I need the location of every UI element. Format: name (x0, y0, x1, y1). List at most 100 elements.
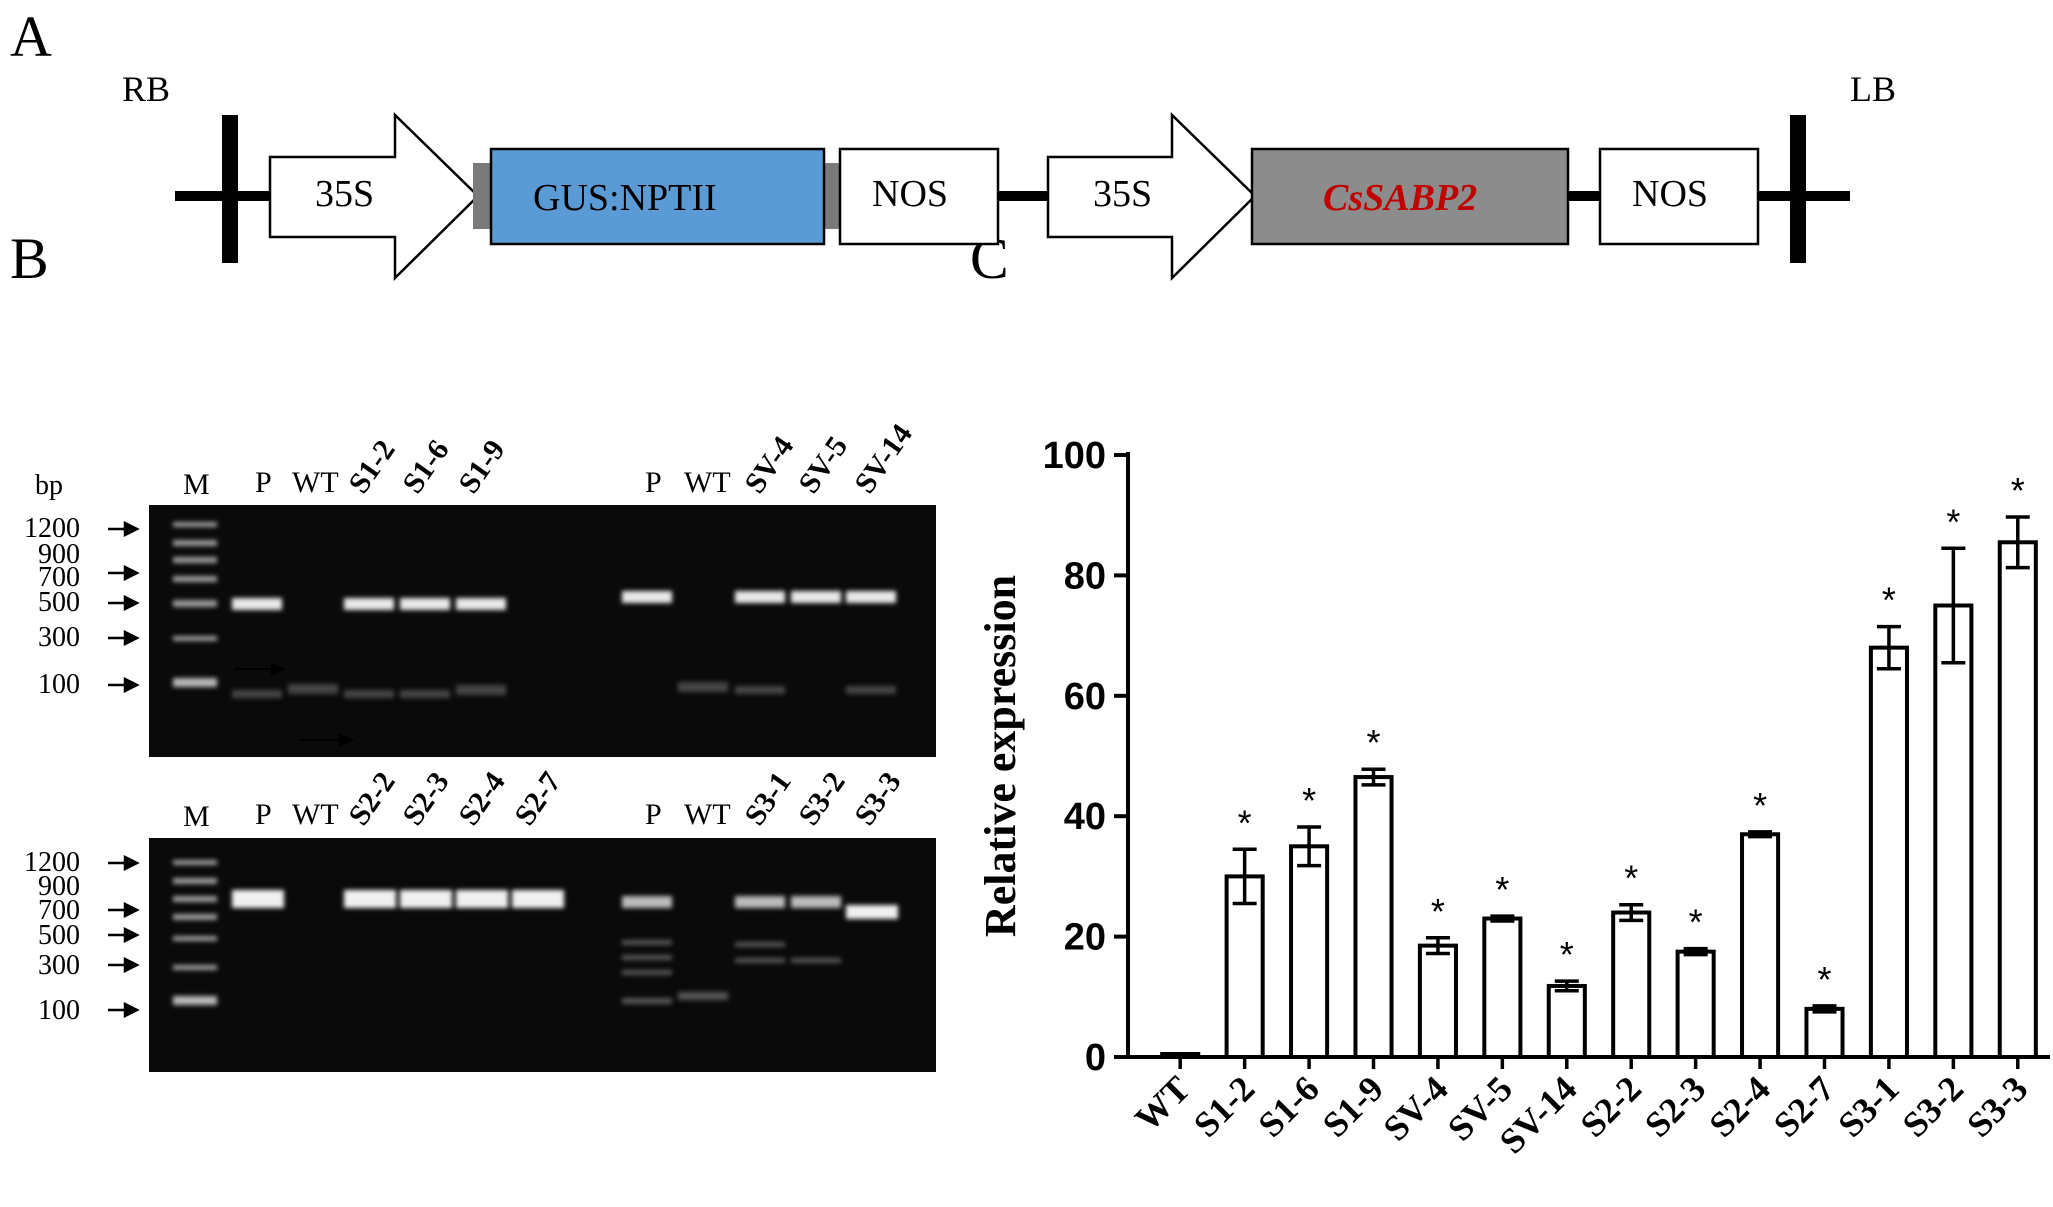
lane-label-bottom-p2: P (645, 798, 662, 831)
lane-label-top-p2: P (645, 466, 662, 499)
size-arrows-bottom (108, 854, 140, 1019)
size-300-bottom: 300 (38, 950, 80, 981)
significance-mark: * (2011, 470, 2025, 511)
gene-box (1250, 147, 1570, 246)
size-700-bottom: 700 (38, 895, 80, 926)
bar (1353, 775, 1394, 1059)
x-tick-label: SV-4 (1375, 1068, 1455, 1148)
y-tick-label: 60 (1064, 676, 1106, 718)
significance-mark: * (1817, 959, 1831, 1000)
size-500-bottom: 500 (38, 920, 80, 951)
significance-mark: * (1882, 580, 1896, 621)
significance-mark: * (1366, 722, 1380, 763)
x-tick-label: S2-3 (1637, 1068, 1713, 1144)
bar (1868, 645, 1909, 1059)
bar (1675, 949, 1716, 1060)
lb-label: LB (1850, 69, 1897, 109)
promoter-label-2: 35S (1093, 173, 1153, 215)
panel-label-b: B (10, 226, 49, 291)
bar (1417, 943, 1458, 1060)
y-tick-label: 100 (1043, 435, 1106, 477)
bar (1160, 1051, 1201, 1059)
lane-label-top-wt: WT (292, 466, 339, 499)
panel-label-a: A (10, 4, 52, 69)
bar (1482, 916, 1523, 1059)
bar (1611, 910, 1652, 1060)
bands-bottom (232, 890, 898, 919)
promoter-label-1: 35S (315, 173, 375, 215)
significance-mark: * (1495, 869, 1509, 910)
nos-box-2 (1598, 147, 1760, 246)
bar (1546, 983, 1587, 1059)
size-1200-bottom: 1200 (24, 847, 80, 878)
size-900-bottom: 900 (38, 871, 80, 902)
x-tick-label: S1-2 (1186, 1068, 1262, 1144)
inner-gel-arrows (234, 662, 355, 747)
gus-label: GUS:NPTII (533, 177, 717, 219)
lane-label-top-p: P (255, 466, 272, 499)
significance-mark: * (1560, 934, 1574, 975)
construct-svg (175, 112, 1850, 281)
significance-mark: * (1302, 780, 1316, 821)
bar (1224, 874, 1265, 1059)
bar (1804, 1006, 1845, 1060)
size-arrows-top (108, 520, 140, 694)
linker-right (822, 163, 844, 229)
bar (1933, 603, 1974, 1059)
x-tick-label: S3-1 (1830, 1068, 1906, 1144)
significance-mark: * (1431, 891, 1445, 932)
x-tick-label: S2-4 (1701, 1068, 1777, 1144)
gene-label: CsSABP2 (1323, 177, 1478, 219)
gel-bands-svg (108, 520, 898, 1019)
linker-left (473, 163, 493, 229)
significance-mark: * (1624, 858, 1638, 899)
size-500-top: 500 (38, 587, 80, 618)
bar (1740, 832, 1781, 1060)
nos-box-1 (838, 147, 1000, 246)
lane-label-bottom-p: P (255, 798, 272, 831)
y-tick-label: 80 (1064, 555, 1106, 597)
nos-label-2: NOS (1632, 173, 1709, 215)
nos-label-1: NOS (872, 173, 949, 215)
significance-mark: * (1689, 902, 1703, 943)
x-tick-label: S2-2 (1572, 1068, 1648, 1144)
size-700-top: 700 (38, 562, 80, 593)
y-tick-label: 20 (1064, 917, 1106, 959)
significance-mark: * (1753, 785, 1767, 826)
bar (1997, 540, 2038, 1060)
significance-mark: * (1238, 802, 1252, 843)
gel-image-bottom (149, 838, 936, 1072)
promoter-arrow-2 (1046, 112, 1257, 281)
x-tick-label: S3-2 (1895, 1068, 1971, 1144)
rb-label: RB (122, 69, 171, 109)
x-tick-label: S2-7 (1766, 1068, 1842, 1144)
bar (1289, 844, 1330, 1059)
lane-label-top-m: M (183, 468, 210, 501)
rb-border (222, 115, 238, 263)
lb-border (1790, 115, 1806, 263)
faint-bands-bottom (622, 940, 841, 1004)
gus-box (489, 147, 826, 246)
y-tick-label: 0 (1085, 1037, 1106, 1079)
marker-ladder-bottom (173, 860, 217, 1005)
marker-ladder-top (173, 522, 217, 687)
bands-top (232, 591, 896, 610)
faint-bands-top (232, 682, 896, 698)
y-tick-label: 40 (1064, 796, 1106, 838)
lane-label-bottom-m: M (183, 800, 210, 833)
x-tick-label: S1-9 (1315, 1068, 1391, 1144)
relative-expression-chart: 0 20 40 60 80 100 Relative expression WT * S1-2 * S… (976, 435, 2050, 1161)
x-tick-label: WT (1127, 1068, 1198, 1139)
y-axis-label: Relative expression (976, 575, 1025, 937)
size-1200-top: 1200 (24, 513, 80, 544)
promoter-arrow-1 (268, 112, 480, 281)
lane-label-bottom-wt2: WT (684, 798, 731, 831)
lane-label-bottom-wt: WT (292, 798, 339, 831)
size-300-top: 300 (38, 622, 80, 653)
size-100-bottom: 100 (38, 995, 80, 1026)
x-tick-label: S1-6 (1250, 1068, 1326, 1144)
bp-label: bp (35, 470, 63, 501)
gel-image-top (149, 505, 936, 757)
size-100-top: 100 (38, 669, 80, 700)
significance-mark: * (1946, 501, 1960, 542)
